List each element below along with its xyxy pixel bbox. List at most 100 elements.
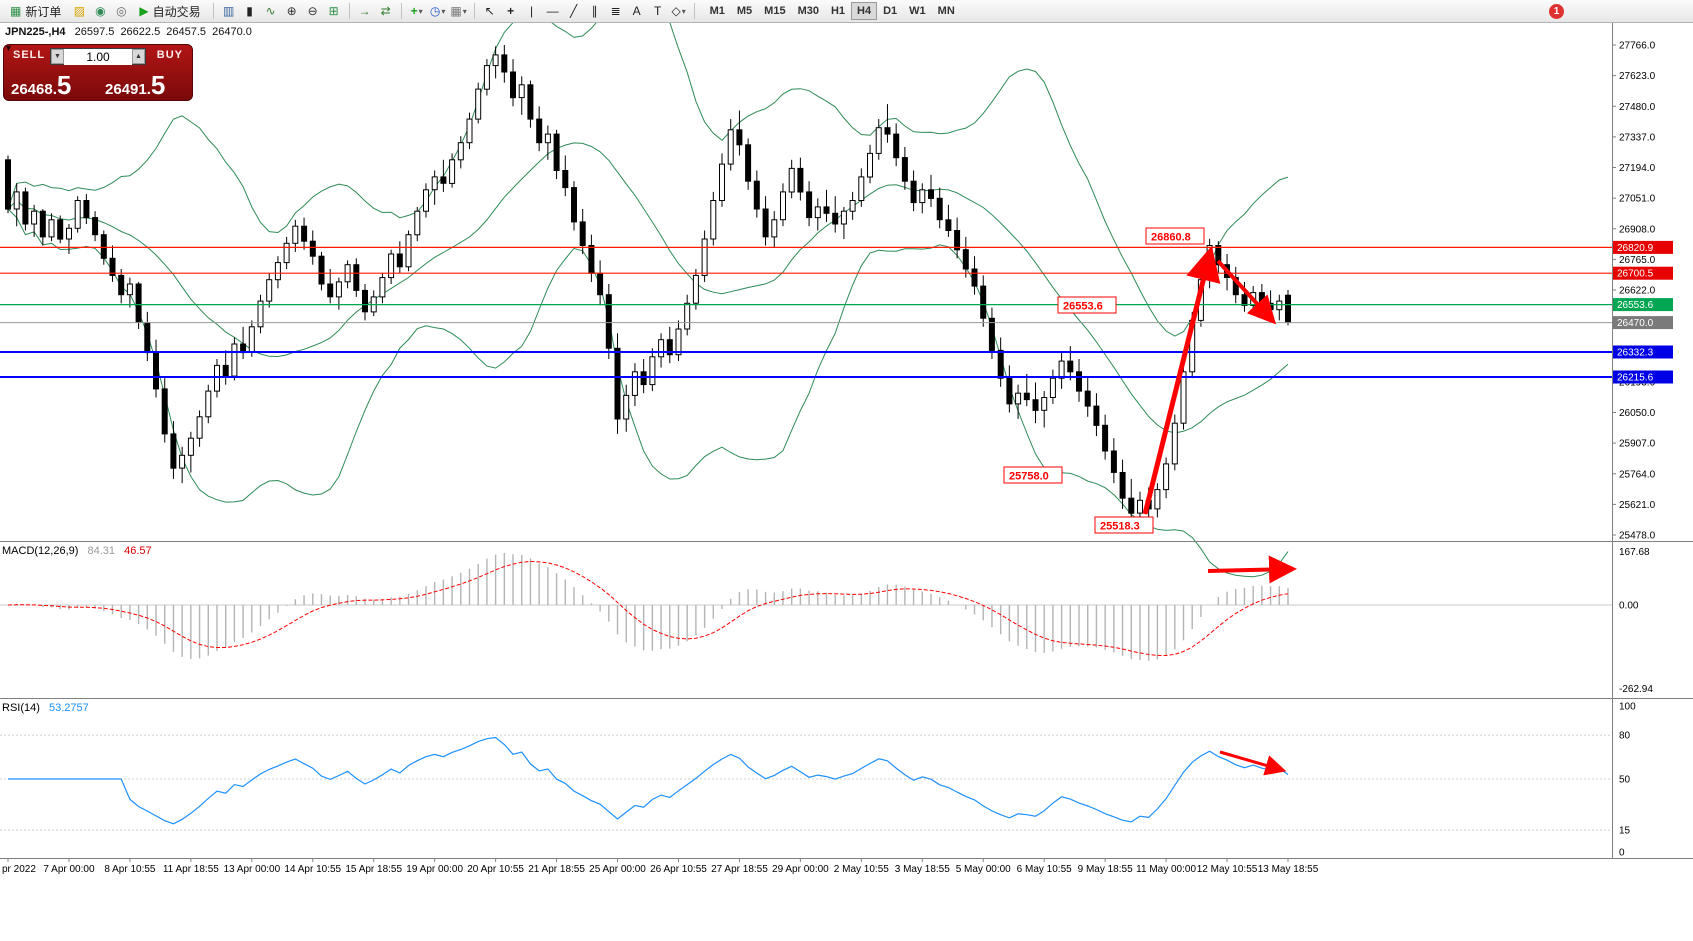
svg-text:25478.0: 25478.0	[1619, 531, 1656, 542]
macd-signal-value: 46.57	[124, 545, 152, 557]
horizontal-line-icon[interactable]: —	[543, 2, 563, 21]
text-label-icon[interactable]: T	[648, 2, 668, 21]
callout-box[interactable]	[1145, 227, 1205, 245]
timeframe-h4[interactable]: H4	[851, 2, 878, 20]
sell-price-dot: .	[52, 81, 57, 98]
indicators-icon[interactable]: + ▾	[407, 2, 427, 21]
svg-text:50: 50	[1619, 775, 1631, 786]
time-axis[interactable]: pr 2022 7 Apr 00:00 8 Apr 10:55 11 Apr 18:5…	[2, 858, 1319, 875]
rsi-line	[8, 736, 1289, 825]
templates-icon[interactable]: ▦ ▾	[449, 2, 469, 21]
trend-arrow[interactable]	[1142, 245, 1221, 515]
svg-text:27 Apr 18:55: 27 Apr 18:55	[711, 864, 768, 875]
price-tag	[1613, 266, 1673, 280]
timeframe-mn[interactable]: MN	[937, 5, 955, 17]
one-click-collapse-icon[interactable]: ▼	[4, 43, 13, 53]
timeframe-w1[interactable]: W1	[909, 5, 926, 17]
text-label-glyph: T	[653, 4, 662, 18]
autotrading-button[interactable]: ▶ 自动交易	[132, 2, 207, 21]
vertical-line-icon[interactable]: |	[522, 2, 542, 21]
trend-arrows	[1142, 245, 1297, 776]
text-icon[interactable]: A	[627, 2, 647, 21]
timeframe-d1[interactable]: D1	[883, 5, 898, 17]
zoom-out-icon[interactable]: ⊖	[303, 2, 323, 21]
bar-chart-icon[interactable]: ▥	[219, 2, 239, 21]
macd-axis[interactable]: 167.68 0.00 -262.94	[1619, 547, 1653, 695]
tile-windows-icon[interactable]: ⊞	[324, 2, 344, 21]
periods-icon[interactable]: ◷ ▾	[428, 2, 448, 21]
svg-text:27051.0: 27051.0	[1619, 194, 1656, 205]
one-click-trading-panel: SELL 26468.5 BUY 26491.5 ▼ ▲	[3, 44, 193, 101]
svg-text:14 Apr 10:55: 14 Apr 10:55	[284, 864, 341, 875]
market-watch-glyph: ◉	[95, 4, 106, 18]
new-order-button[interactable]: ▦ 新订单	[3, 2, 68, 21]
svg-text:25907.0: 25907.0	[1619, 439, 1656, 450]
arrows-tool-icon[interactable]: ◇ ▾	[669, 2, 689, 21]
svg-text:21 Apr 18:55: 21 Apr 18:55	[528, 864, 585, 875]
zoom-in-icon[interactable]: ⊕	[282, 2, 302, 21]
fibonacci-icon[interactable]: ≣	[606, 2, 626, 21]
price-tag	[1613, 240, 1673, 254]
vertical-line-glyph: |	[530, 4, 534, 18]
auto-scroll-icon[interactable]: →	[355, 2, 375, 21]
svg-text:27480.0: 27480.0	[1619, 102, 1656, 113]
zoom-out-glyph: ⊖	[307, 4, 318, 18]
trend-arrow[interactable]	[1219, 750, 1287, 776]
symbol-period-label: JPN225-,H4	[5, 26, 66, 38]
market-watch-icon[interactable]: ◉	[90, 2, 110, 21]
templates-dropdown-caret[interactable]: ▾	[462, 6, 467, 16]
callout-box[interactable]	[1003, 466, 1063, 484]
notification-badge[interactable]: 1	[1549, 3, 1564, 19]
svg-text:100: 100	[1619, 702, 1636, 713]
volume-box: ▼ ▲	[50, 48, 146, 65]
data-window-glyph: ◎	[116, 4, 127, 18]
timeframe-h1[interactable]: H1	[830, 5, 846, 17]
svg-text:13 Apr 00:00: 13 Apr 00:00	[223, 864, 280, 875]
periods-dropdown-caret[interactable]: ▾	[441, 6, 446, 16]
candlestick-chart-icon[interactable]: ▮	[240, 2, 260, 21]
line-chart-icon[interactable]: ∿	[261, 2, 281, 21]
arrows-tool-dropdown-caret[interactable]: ▾	[681, 6, 686, 16]
price-tag	[1613, 316, 1673, 330]
timeframe-m15[interactable]: M15	[764, 5, 786, 17]
volume-increment-button[interactable]: ▲	[132, 49, 145, 64]
svg-text:26215.6: 26215.6	[1617, 373, 1654, 384]
svg-text:25621.0: 25621.0	[1619, 500, 1656, 511]
line-chart-glyph: ∿	[265, 4, 276, 18]
buy-price-int: 26491	[105, 81, 147, 98]
buy-button[interactable]: BUY 26491.5	[98, 45, 192, 100]
bar-chart-glyph: ▥	[222, 4, 235, 18]
callout-box[interactable]	[1057, 296, 1117, 314]
svg-text:15: 15	[1619, 826, 1631, 837]
macd-title: MACD(12,26,9) 84.31 46.57	[2, 545, 152, 557]
cursor-icon[interactable]: ↖	[480, 2, 500, 21]
svg-text:26470.0: 26470.0	[1617, 318, 1654, 329]
svg-text:26908.0: 26908.0	[1619, 224, 1656, 235]
chart-shift-icon[interactable]: ⇄	[376, 2, 396, 21]
sell-button[interactable]: SELL 26468.5	[4, 45, 98, 100]
callout-box[interactable]	[1094, 516, 1154, 534]
timeframe-m30[interactable]: M30	[797, 5, 819, 17]
buy-price-dot: .	[146, 81, 151, 98]
toolbar-separator	[348, 3, 350, 19]
metaeditor-icon[interactable]: ▨	[69, 2, 89, 21]
crosshair-icon[interactable]: +	[501, 2, 521, 21]
tile-windows-glyph: ⊞	[328, 4, 339, 18]
equidistant-channel-icon[interactable]: ∥	[585, 2, 605, 21]
trend-arrow[interactable]	[1207, 555, 1297, 584]
price-axis[interactable]: 27766.0 27623.0 27480.0 27337.0 27194.0 27051…	[1612, 41, 1656, 542]
timeframe-m1[interactable]: M1	[709, 5, 725, 17]
volume-decrement-button[interactable]: ▼	[51, 49, 64, 64]
volume-input[interactable]	[64, 48, 132, 65]
trendline-icon[interactable]: ╱	[564, 2, 584, 21]
trend-arrow[interactable]	[1216, 259, 1277, 325]
rsi-axis[interactable]: 100 80 50 15 0	[1619, 702, 1636, 859]
data-window-icon[interactable]: ◎	[111, 2, 131, 21]
price-tag	[1613, 345, 1673, 359]
sell-price-int: 26468	[11, 81, 53, 98]
indicators-dropdown-caret[interactable]: ▾	[418, 6, 423, 16]
svg-text:2 May 10:55: 2 May 10:55	[834, 864, 889, 875]
fibonacci-glyph: ≣	[610, 4, 621, 18]
timeframe-m5[interactable]: M5	[736, 5, 753, 17]
